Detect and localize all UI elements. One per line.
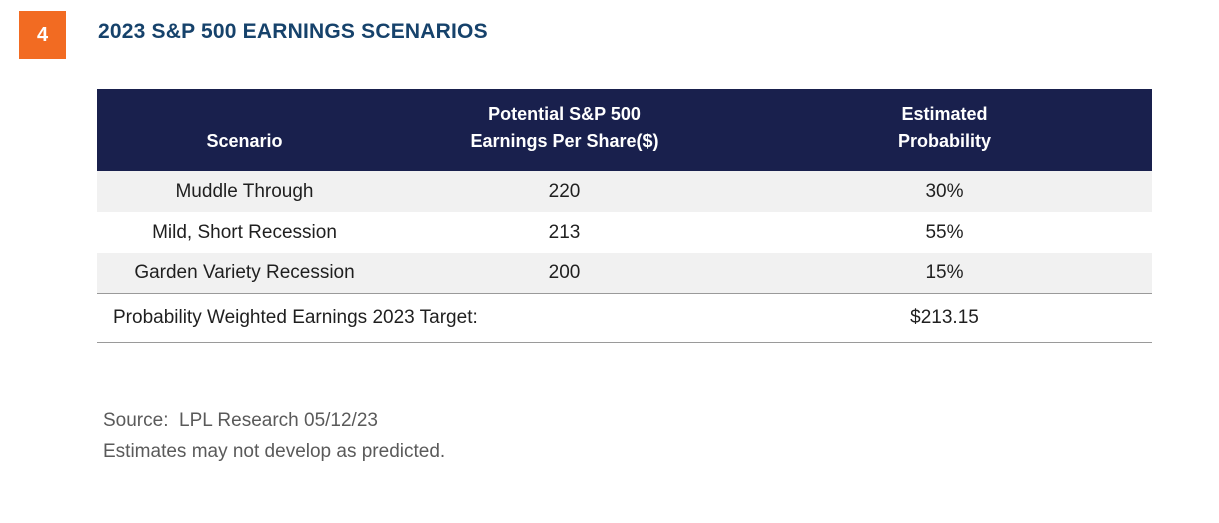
cell-scenario: Mild, Short Recession [152,221,337,243]
cell-scenario: Garden Variety Recession [134,262,355,283]
weighted-total-label: Probability Weighted Earnings 2023 Targe… [113,307,478,328]
weighted-total-row: Probability Weighted Earnings 2023 Targe… [97,293,1152,343]
disclaimer-line: Estimates may not develop as predicted. [103,441,446,462]
source-note: Source: LPL Research 05/12/23 Estimates m… [103,405,445,467]
cell-probability: 30% [925,180,964,202]
header-scenario: Scenario [206,131,283,151]
cell-eps: 200 [548,262,581,283]
cell-scenario: Muddle Through [175,180,314,202]
table-row: Muddle Through 220 30% [97,171,1152,212]
table-row: Mild, Short Recession 213 55% [97,212,1152,253]
header-probability: Estimated Probability [897,104,991,151]
cell-eps: 213 [548,221,581,243]
cell-probability: 55% [925,221,964,243]
source-line: Source: LPL Research 05/12/23 [103,410,378,431]
table-header: Scenario Potential S&P 500 Earnings Per … [97,89,1152,171]
header-eps: Potential S&P 500 Earnings Per Share($) [470,104,659,151]
cell-probability: 15% [925,262,964,283]
cell-eps: 220 [548,180,581,202]
table-row: Garden Variety Recession 200 15% [97,253,1152,293]
weighted-total-value: $213.15 [910,307,979,328]
figure-number-badge: 4 [19,11,66,59]
page-title: 2023 S&P 500 EARNINGS SCENARIOS [98,20,488,43]
earnings-scenarios-table: Scenario Potential S&P 500 Earnings Per … [97,89,1152,343]
